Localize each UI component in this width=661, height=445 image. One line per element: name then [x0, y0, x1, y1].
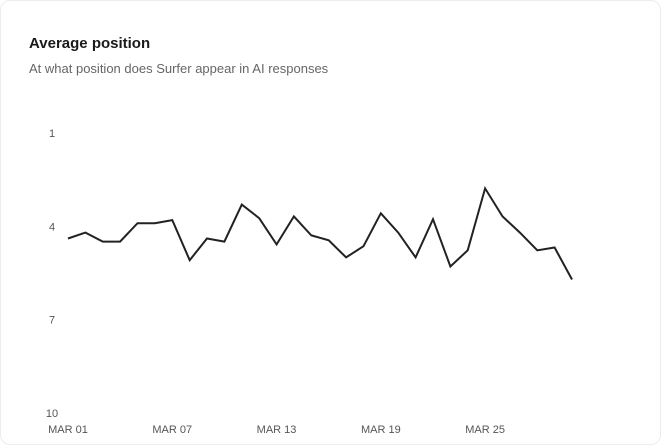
x-tick-label: MAR 25: [465, 424, 505, 436]
chart-title: Average position: [29, 35, 151, 52]
x-tick-label: MAR 01: [48, 424, 88, 436]
x-tick-label: MAR 19: [361, 424, 401, 436]
chart-subtitle: At what position does Surfer appear in A…: [29, 61, 329, 76]
x-tick-label: MAR 13: [257, 424, 297, 436]
y-tick-label: 4: [49, 221, 55, 233]
y-tick-label: 10: [46, 408, 58, 420]
x-tick-label: MAR 07: [152, 424, 192, 436]
y-tick-label: 7: [49, 315, 55, 327]
series-line: [67, 185, 573, 280]
y-tick-label: 1: [49, 128, 55, 140]
